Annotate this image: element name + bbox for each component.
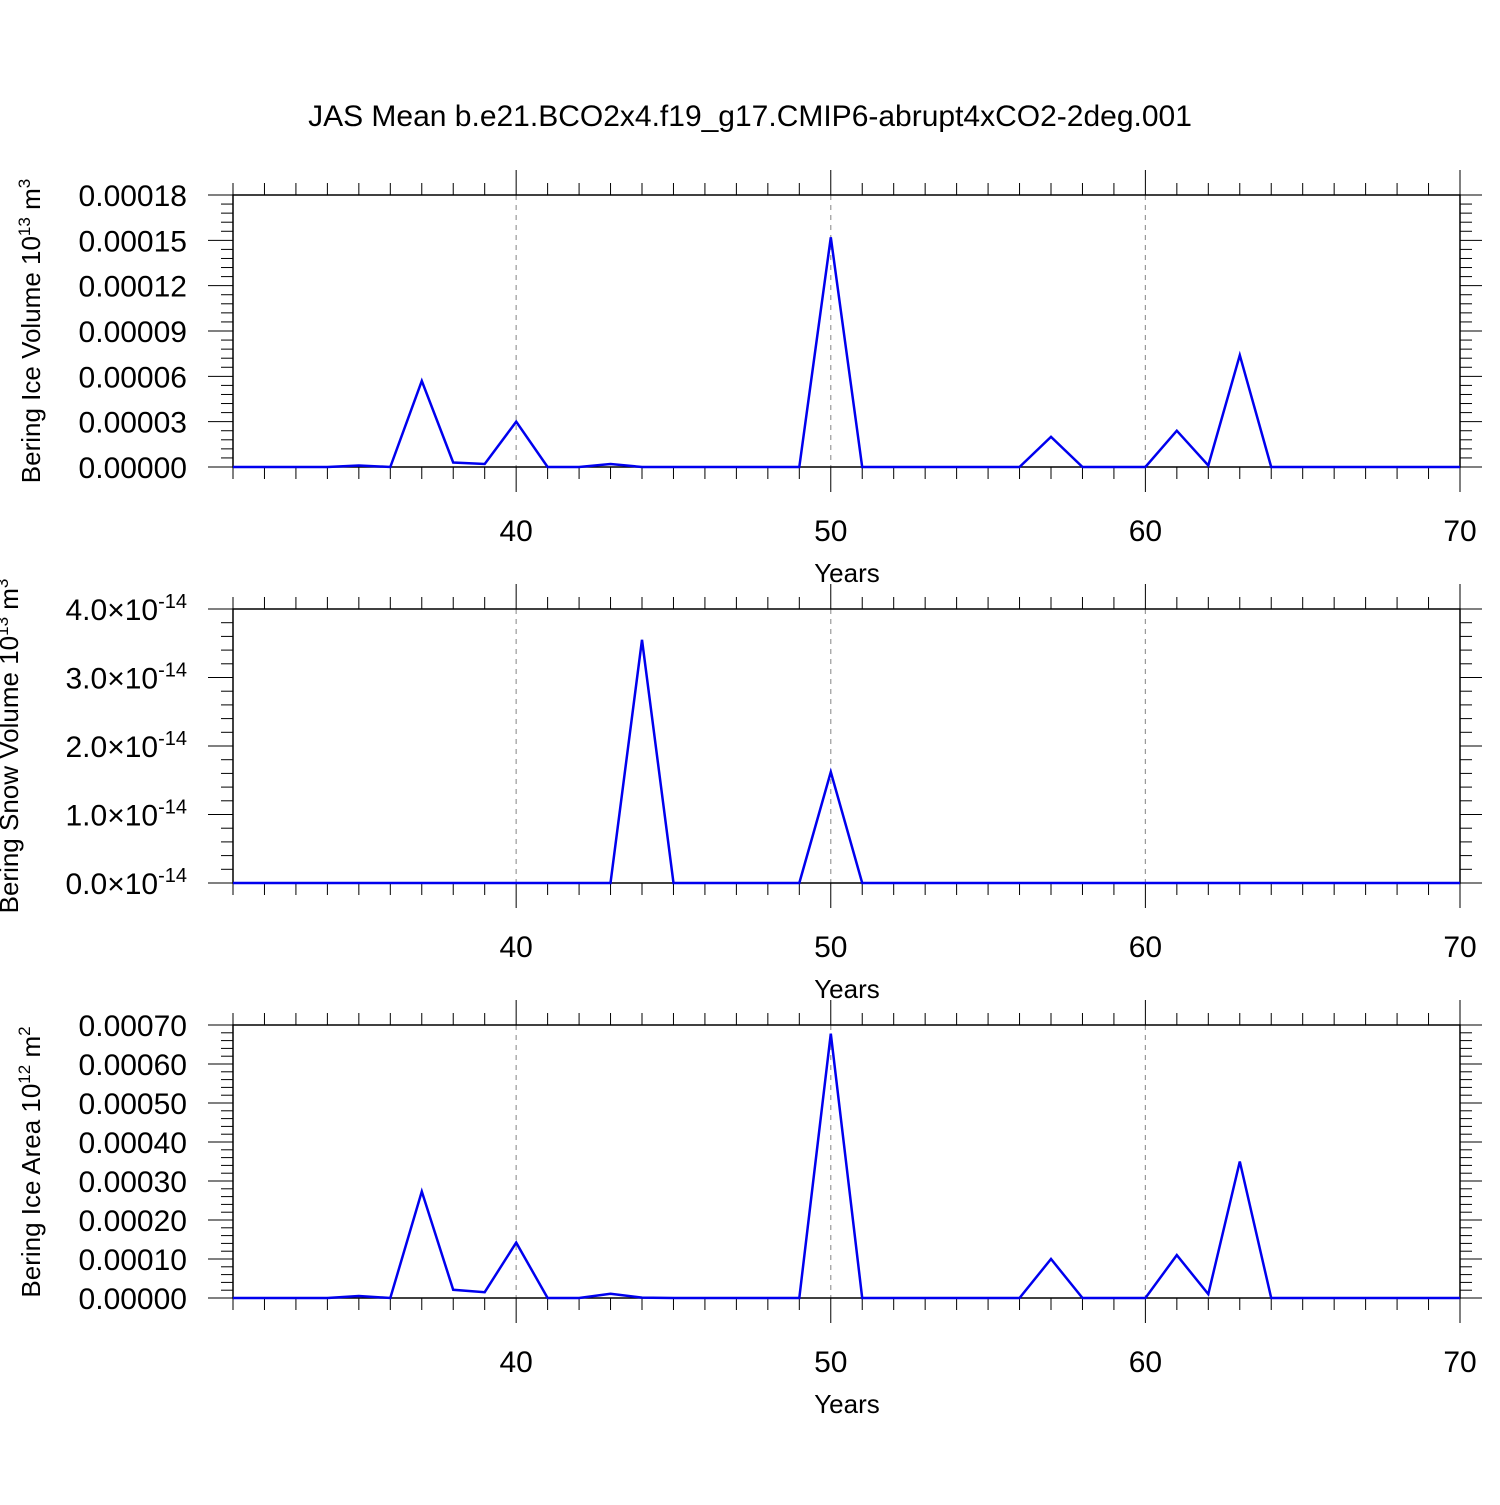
x-tick-label: 40 — [499, 931, 532, 964]
plot-frame — [232, 194, 1461, 468]
y-tick-label: 0.00020 — [79, 1205, 187, 1238]
x-tick-label: 70 — [1443, 1346, 1476, 1379]
y-tick-label: 0.00050 — [79, 1088, 187, 1121]
y-axis-title: Bering Ice Volume 1013 m3 — [15, 179, 46, 483]
series-line — [233, 639, 1460, 885]
y-tick-label: 0.00040 — [79, 1127, 187, 1160]
y-tick-label: 0.0×10-14 — [65, 865, 187, 901]
y-tick-label: 0.00070 — [79, 1010, 187, 1043]
series-line — [233, 237, 1460, 469]
y-axis-title: Bering Snow Volume 1013 m3 — [0, 579, 24, 914]
y-tick-label: 0.00012 — [79, 271, 187, 304]
panel-2: 0.0×10-14 1.0×10-14 2.0×10-14 3.0×10-14 4.0×… — [0, 579, 1482, 1004]
x-tick-label: 50 — [814, 515, 847, 548]
plot-frame — [232, 608, 1461, 884]
panel-1: 0.00000 0.00003 0.00006 0.00009 0.00012 0.000… — [15, 170, 1482, 588]
y-tick-label: 4.0×10-14 — [65, 591, 187, 627]
x-tick-label: 60 — [1129, 1346, 1162, 1379]
y-tick-label: 0.00003 — [79, 407, 187, 440]
x-tick-label: 70 — [1443, 515, 1476, 548]
y-tick-label: 0.00018 — [79, 180, 187, 213]
y-tick-label: 1.0×10-14 — [65, 797, 187, 833]
y-tick-label: 0.00060 — [79, 1049, 187, 1082]
y-tick-label: 0.00000 — [79, 452, 187, 485]
y-tick-label: 0.00009 — [79, 316, 187, 349]
x-tick-label: 70 — [1443, 931, 1476, 964]
x-tick-label: 60 — [1129, 515, 1162, 548]
y-tick-label: 3.0×10-14 — [65, 660, 187, 696]
y-tick-label: 0.00010 — [79, 1244, 187, 1277]
x-axis-title: Years — [814, 558, 880, 588]
y-tick-label: 0.00006 — [79, 361, 187, 394]
y-tick-label: 0.00000 — [79, 1283, 187, 1316]
x-tick-label: 40 — [499, 1346, 532, 1379]
series-line — [233, 1033, 1460, 1300]
x-tick-label: 50 — [814, 931, 847, 964]
y-tick-label: 0.00030 — [79, 1166, 187, 1199]
panel-3: 0.00000 0.00010 0.00020 0.00030 0.00040 0.000… — [15, 1000, 1482, 1419]
y-axis-title: Bering Ice Area 1012 m2 — [15, 1026, 46, 1297]
x-tick-label: 60 — [1129, 931, 1162, 964]
chart-title: JAS Mean b.e21.BCO2x4.f19_g17.CMIP6-abru… — [308, 100, 1192, 133]
x-axis-title: Years — [814, 974, 880, 1004]
plot-frame — [232, 1024, 1461, 1299]
x-tick-label: 40 — [499, 515, 532, 548]
x-axis-title: Years — [814, 1389, 880, 1419]
x-tick-label: 50 — [814, 1346, 847, 1379]
y-tick-label: 2.0×10-14 — [65, 728, 187, 764]
y-tick-label: 0.00015 — [79, 225, 187, 258]
